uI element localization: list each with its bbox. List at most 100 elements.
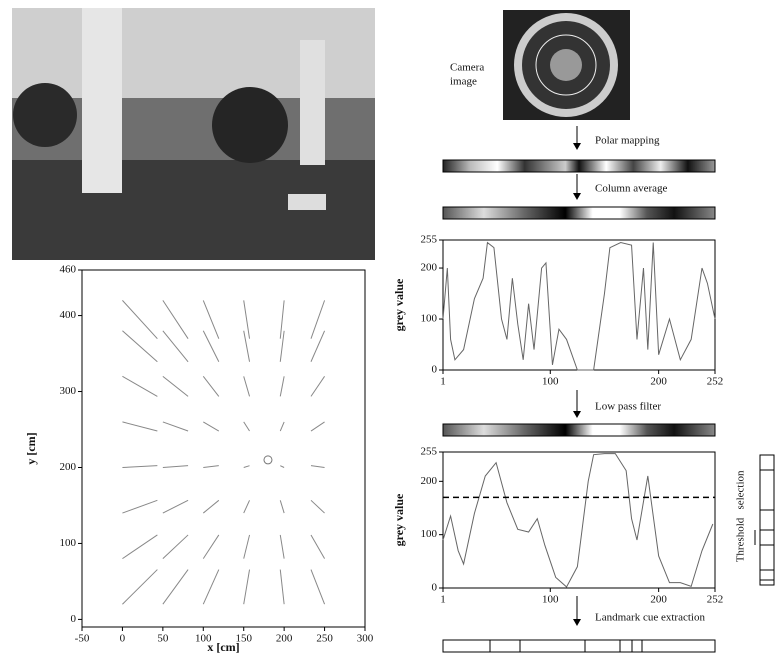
side-label: Threshold [735,517,747,562]
vector-arrow [202,300,220,339]
plot-frame [442,239,716,371]
y-axis-label: grey value [392,493,406,546]
x-tick-label: 300 [357,633,374,645]
vector-arrow [122,421,158,432]
x-tick-label: 200 [276,633,293,645]
step-label: Low pass filter [595,401,661,413]
y-tick-label: 0 [71,613,77,625]
x-tick-label: 200 [650,376,667,388]
landmark-bar [442,639,716,653]
step-label: Polar mapping [595,135,660,147]
x-tick-label: 1 [440,594,446,606]
y-axis-label: grey value [392,278,406,331]
y-tick-label: 100 [421,528,438,540]
vector-arrow [162,499,189,514]
x-tick-label: 252 [707,376,724,388]
y-axis-label: y [cm] [24,432,38,464]
vector-arrow [162,421,189,432]
y-tick-label: 100 [60,537,77,549]
y-tick-label: 200 [60,461,77,473]
y-tick-label: 460 [60,264,77,276]
vector-arrow [122,300,158,340]
vector-arrow [310,376,325,397]
x-tick-label: 150 [235,633,252,645]
y-tick-label: 200 [421,475,438,487]
camera-image [503,10,630,120]
lowpass-strip [442,423,716,437]
x-tick-label: 252 [707,594,724,606]
grey-value-line [442,241,716,371]
x-tick-label: 100 [195,633,212,645]
vector-arrow [162,330,189,363]
vector-arrow [243,465,250,468]
vector-arrow [202,499,220,514]
vector-arrow [243,376,251,397]
side-label: selection [735,470,747,510]
step-label: Landmark cue extraction [595,612,705,624]
step-label: Column average [595,183,668,195]
camera-label: Camera [450,62,484,74]
vector-arrow [310,499,325,514]
vector-arrow [122,330,158,363]
y-tick-label: 255 [421,234,438,246]
vector-arrow [122,534,158,560]
vector-arrow [280,465,285,468]
x-tick-label: -50 [75,633,90,645]
x-axis-label: x [cm] [207,640,239,654]
vector-arrow [202,330,220,362]
y-tick-label: 0 [432,364,438,376]
vector-arrow [310,534,326,559]
selection-bar [754,454,775,586]
vector-arrow [310,465,325,468]
vector-arrow [162,465,189,468]
vector-arrow [279,500,285,514]
grey-value-line [442,453,714,588]
vector-arrow [203,421,220,432]
vector-arrow [162,534,189,560]
arrow-heads [573,143,581,626]
vector-arrow [243,300,251,339]
x-tick-label: 50 [157,633,169,645]
camera-label: image [450,76,477,88]
vector-arrow [203,465,219,468]
polar-strip [442,159,716,173]
vector-arrow [122,569,158,605]
vector-arrow [162,569,189,605]
x-tick-label: 200 [650,594,667,606]
vector-arrow [279,534,285,559]
vector-arrow [202,569,220,605]
vector-arrow [310,421,325,432]
photo [12,8,375,260]
y-tick-label: 200 [421,262,438,274]
vector-arrow [122,465,158,468]
x-tick-label: 250 [316,633,333,645]
y-tick-label: 0 [432,582,438,594]
vector-arrow [279,569,285,605]
home-marker [263,455,273,465]
vector-arrow [162,375,189,397]
average-strip [442,206,716,220]
plot-frame [81,269,366,628]
y-tick-label: 255 [421,446,438,458]
vector-arrow [243,500,250,514]
y-tick-label: 300 [60,385,77,397]
vector-arrow [122,499,158,514]
plot-frame [442,451,716,589]
vector-arrow [279,421,285,432]
vector-arrow [243,534,251,559]
vector-arrow [279,300,285,339]
vector-arrow [310,330,326,362]
vector-arrow [162,300,189,339]
x-tick-label: 100 [542,376,559,388]
vector-arrow [279,330,285,362]
x-tick-label: 0 [120,633,126,645]
vector-arrow [122,375,158,397]
vector-arrow [202,534,220,559]
vector-arrow [310,569,326,605]
vector-arrow [243,421,250,432]
vector-arrow [202,376,220,397]
vector-arrow [243,330,251,362]
y-tick-label: 100 [421,313,438,325]
x-tick-label: 100 [542,594,559,606]
